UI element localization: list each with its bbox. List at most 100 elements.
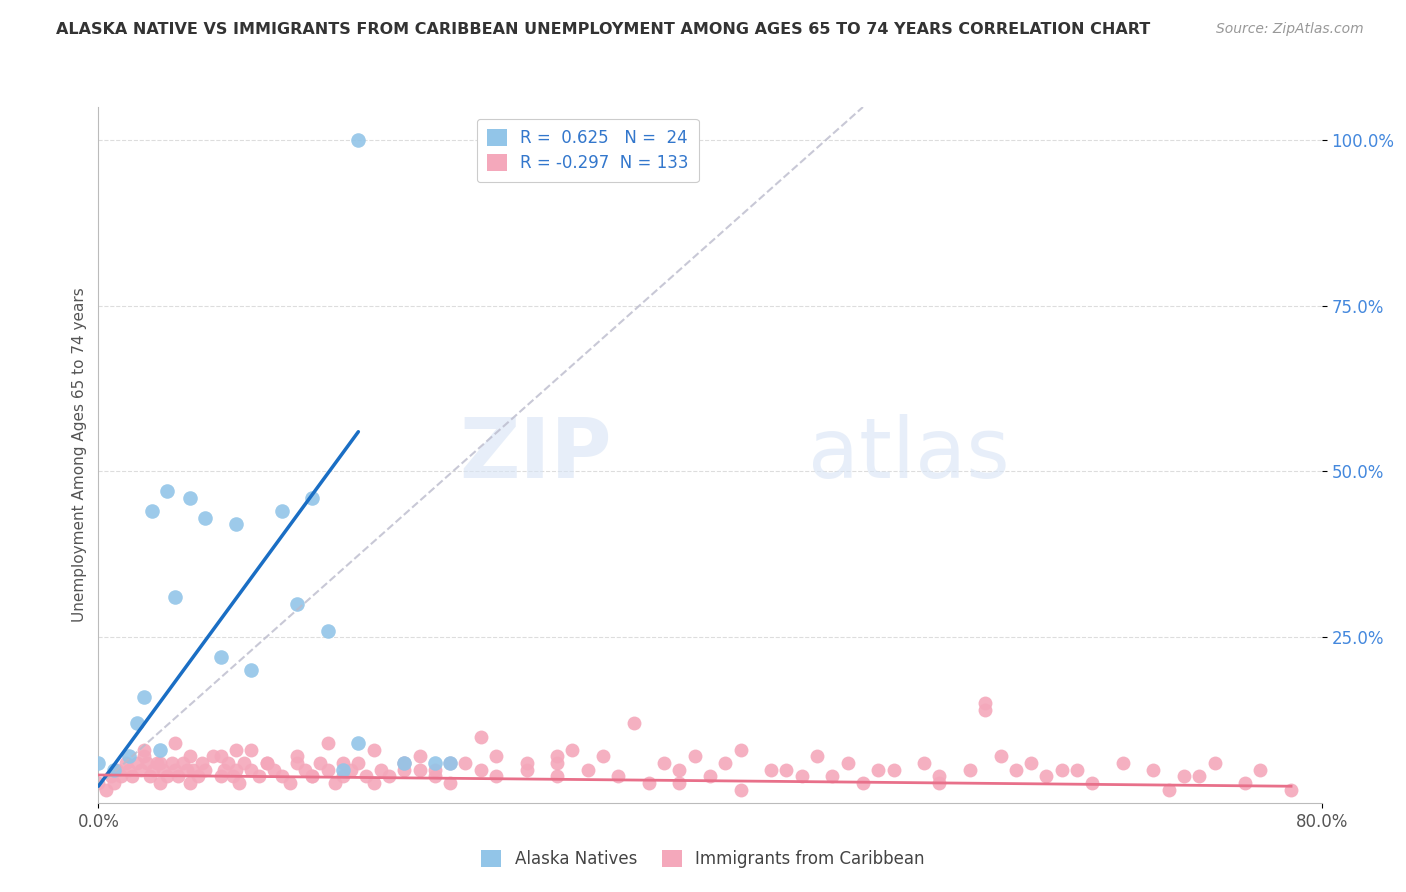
- Point: [408, 763, 430, 777]
- Point: [470, 730, 492, 744]
- Point: [392, 763, 416, 777]
- Point: [118, 749, 141, 764]
- Point: [1050, 763, 1073, 777]
- Point: [806, 749, 828, 764]
- Point: [301, 491, 323, 505]
- Point: [285, 597, 308, 611]
- Point: [423, 763, 446, 777]
- Point: [668, 776, 690, 790]
- Point: [363, 776, 385, 790]
- Text: ZIP: ZIP: [460, 415, 612, 495]
- Point: [546, 756, 568, 770]
- Point: [485, 749, 508, 764]
- Point: [191, 756, 214, 770]
- Point: [592, 749, 614, 764]
- Point: [240, 663, 263, 677]
- Point: [212, 763, 235, 777]
- Point: [285, 756, 308, 770]
- Point: [240, 743, 263, 757]
- Point: [316, 763, 339, 777]
- Point: [152, 763, 174, 777]
- Point: [240, 763, 263, 777]
- Point: [316, 624, 339, 638]
- Point: [928, 776, 950, 790]
- Point: [87, 756, 110, 770]
- Point: [134, 743, 156, 757]
- Point: [179, 749, 201, 764]
- Point: [156, 484, 179, 499]
- Point: [332, 769, 354, 783]
- Point: [1019, 756, 1042, 770]
- Point: [176, 763, 198, 777]
- Point: [1004, 763, 1026, 777]
- Point: [145, 756, 167, 770]
- Text: atlas: atlas: [808, 415, 1010, 495]
- Point: [332, 756, 354, 770]
- Point: [1234, 776, 1257, 790]
- Point: [974, 703, 997, 717]
- Point: [129, 763, 152, 777]
- Point: [561, 743, 583, 757]
- Point: [339, 763, 361, 777]
- Point: [759, 763, 782, 777]
- Point: [149, 756, 172, 770]
- Point: [392, 756, 416, 770]
- Text: Source: ZipAtlas.com: Source: ZipAtlas.com: [1216, 22, 1364, 37]
- Point: [699, 769, 721, 783]
- Point: [167, 769, 190, 783]
- Point: [576, 763, 599, 777]
- Point: [990, 749, 1012, 764]
- Point: [134, 749, 156, 764]
- Point: [179, 491, 201, 505]
- Point: [149, 743, 172, 757]
- Point: [118, 763, 141, 777]
- Point: [194, 763, 217, 777]
- Point: [136, 756, 159, 770]
- Point: [1035, 769, 1057, 783]
- Point: [332, 763, 354, 777]
- Point: [115, 756, 138, 770]
- Point: [225, 743, 247, 757]
- Point: [179, 776, 201, 790]
- Point: [209, 749, 232, 764]
- Point: [325, 776, 347, 790]
- Point: [470, 763, 492, 777]
- Point: [134, 690, 156, 704]
- Point: [232, 756, 254, 770]
- Point: [270, 769, 292, 783]
- Point: [607, 769, 630, 783]
- Point: [209, 769, 232, 783]
- Point: [149, 776, 172, 790]
- Legend: R =  0.625   N =  24, R = -0.297  N = 133: R = 0.625 N = 24, R = -0.297 N = 133: [477, 119, 699, 182]
- Point: [187, 769, 209, 783]
- Point: [347, 133, 370, 147]
- Point: [103, 776, 125, 790]
- Point: [347, 756, 370, 770]
- Point: [217, 756, 239, 770]
- Point: [790, 769, 813, 783]
- Point: [974, 697, 997, 711]
- Point: [105, 763, 128, 777]
- Point: [714, 756, 737, 770]
- Point: [775, 763, 797, 777]
- Point: [883, 763, 905, 777]
- Point: [1188, 769, 1211, 783]
- Point: [868, 763, 890, 777]
- Point: [309, 756, 332, 770]
- Point: [623, 716, 645, 731]
- Point: [959, 763, 981, 777]
- Point: [730, 743, 752, 757]
- Point: [912, 756, 935, 770]
- Point: [110, 769, 132, 783]
- Point: [683, 749, 706, 764]
- Point: [156, 769, 179, 783]
- Point: [668, 763, 690, 777]
- Point: [546, 769, 568, 783]
- Point: [222, 769, 245, 783]
- Point: [87, 776, 110, 790]
- Point: [225, 517, 247, 532]
- Point: [163, 591, 186, 605]
- Point: [1279, 782, 1302, 797]
- Point: [94, 782, 117, 797]
- Point: [1081, 776, 1104, 790]
